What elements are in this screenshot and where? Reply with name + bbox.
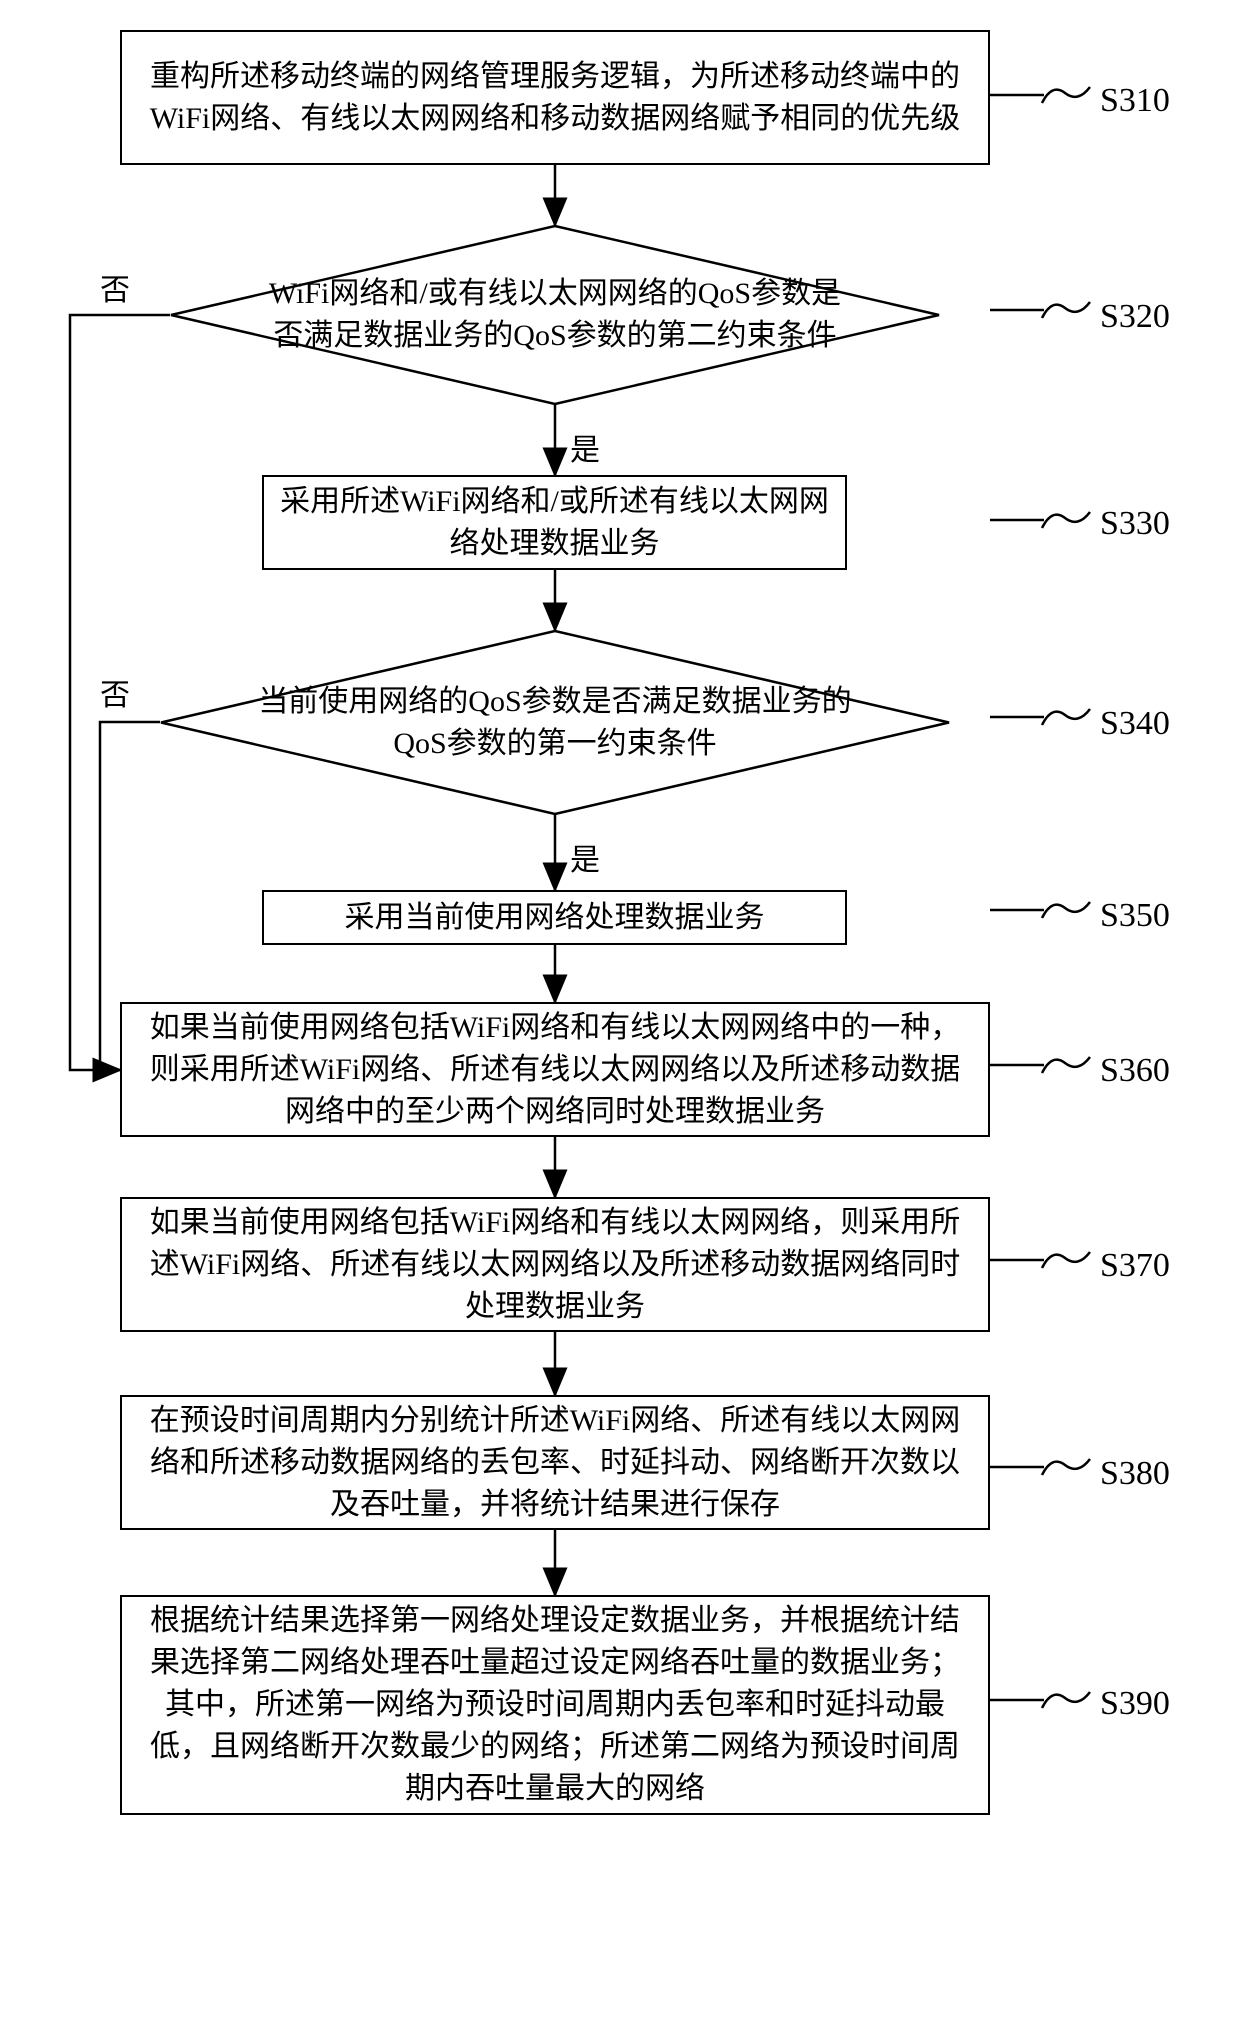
tilde-connector bbox=[1040, 75, 1100, 115]
step-label-S380: S380 bbox=[1100, 1455, 1170, 1493]
node-text: 在预设时间周期内分别统计所述WiFi网络、所述有线以太网网络和所述移动数据网络的… bbox=[136, 1400, 974, 1526]
step-label-S330: S330 bbox=[1100, 505, 1170, 543]
tilde-connector bbox=[1040, 500, 1100, 540]
tilde-connector bbox=[1040, 697, 1100, 737]
node-text: 如果当前使用网络包括WiFi网络和有线以太网网络，则采用所述WiFi网络、所述有… bbox=[136, 1202, 974, 1328]
edge-label: 否 bbox=[100, 670, 130, 714]
node-text: 采用所述WiFi网络和/或所述有线以太网网络处理数据业务 bbox=[278, 481, 831, 565]
step-label-S370: S370 bbox=[1100, 1247, 1170, 1285]
step-label-S390: S390 bbox=[1100, 1685, 1170, 1723]
node-text: 重构所述移动终端的网络管理服务逻辑，为所述移动终端中的WiFi网络、有线以太网网… bbox=[136, 56, 974, 140]
step-label-S320: S320 bbox=[1100, 298, 1170, 336]
tilde-connector bbox=[1040, 890, 1100, 930]
step-label-S340: S340 bbox=[1100, 705, 1170, 743]
edge-label: 否 bbox=[100, 265, 130, 309]
node-text: 如果当前使用网络包括WiFi网络和有线以太网网络中的一种，则采用所述WiFi网络… bbox=[136, 1007, 974, 1133]
tilde-connector bbox=[1040, 1240, 1100, 1280]
edge-label: 是 bbox=[570, 425, 600, 469]
tilde-connector bbox=[1040, 290, 1100, 330]
node-text: WiFi网络和/或有线以太网网络的QoS参数是否满足数据业务的QoS参数的第二约… bbox=[170, 225, 940, 405]
node-text: 根据统计结果选择第一网络处理设定数据业务，并根据统计结果选择第二网络处理吞吐量超… bbox=[136, 1600, 974, 1810]
flowchart-node-n5: 采用当前使用网络处理数据业务 bbox=[262, 890, 847, 945]
flowchart-node-n7: 如果当前使用网络包括WiFi网络和有线以太网网络，则采用所述WiFi网络、所述有… bbox=[120, 1197, 990, 1332]
flowchart-node-n1: 重构所述移动终端的网络管理服务逻辑，为所述移动终端中的WiFi网络、有线以太网网… bbox=[120, 30, 990, 165]
flowchart-node-n6: 如果当前使用网络包括WiFi网络和有线以太网网络中的一种，则采用所述WiFi网络… bbox=[120, 1002, 990, 1137]
edge-label: 是 bbox=[570, 835, 600, 879]
flowchart-decision-n4: 当前使用网络的QoS参数是否满足数据业务的QoS参数的第一约束条件 bbox=[160, 630, 950, 815]
step-label-S350: S350 bbox=[1100, 897, 1170, 935]
step-label-S360: S360 bbox=[1100, 1052, 1170, 1090]
node-text: 采用当前使用网络处理数据业务 bbox=[345, 897, 765, 939]
flowchart-node-n3: 采用所述WiFi网络和/或所述有线以太网网络处理数据业务 bbox=[262, 475, 847, 570]
tilde-connector bbox=[1040, 1447, 1100, 1487]
node-text: 当前使用网络的QoS参数是否满足数据业务的QoS参数的第一约束条件 bbox=[160, 630, 950, 815]
tilde-connector bbox=[1040, 1045, 1100, 1085]
flowchart-node-n8: 在预设时间周期内分别统计所述WiFi网络、所述有线以太网网络和所述移动数据网络的… bbox=[120, 1395, 990, 1530]
flowchart-container: 重构所述移动终端的网络管理服务逻辑，为所述移动终端中的WiFi网络、有线以太网网… bbox=[0, 0, 1240, 2032]
flowchart-decision-n2: WiFi网络和/或有线以太网网络的QoS参数是否满足数据业务的QoS参数的第二约… bbox=[170, 225, 940, 405]
flowchart-node-n9: 根据统计结果选择第一网络处理设定数据业务，并根据统计结果选择第二网络处理吞吐量超… bbox=[120, 1595, 990, 1815]
tilde-connector bbox=[1040, 1680, 1100, 1720]
step-label-S310: S310 bbox=[1100, 82, 1170, 120]
